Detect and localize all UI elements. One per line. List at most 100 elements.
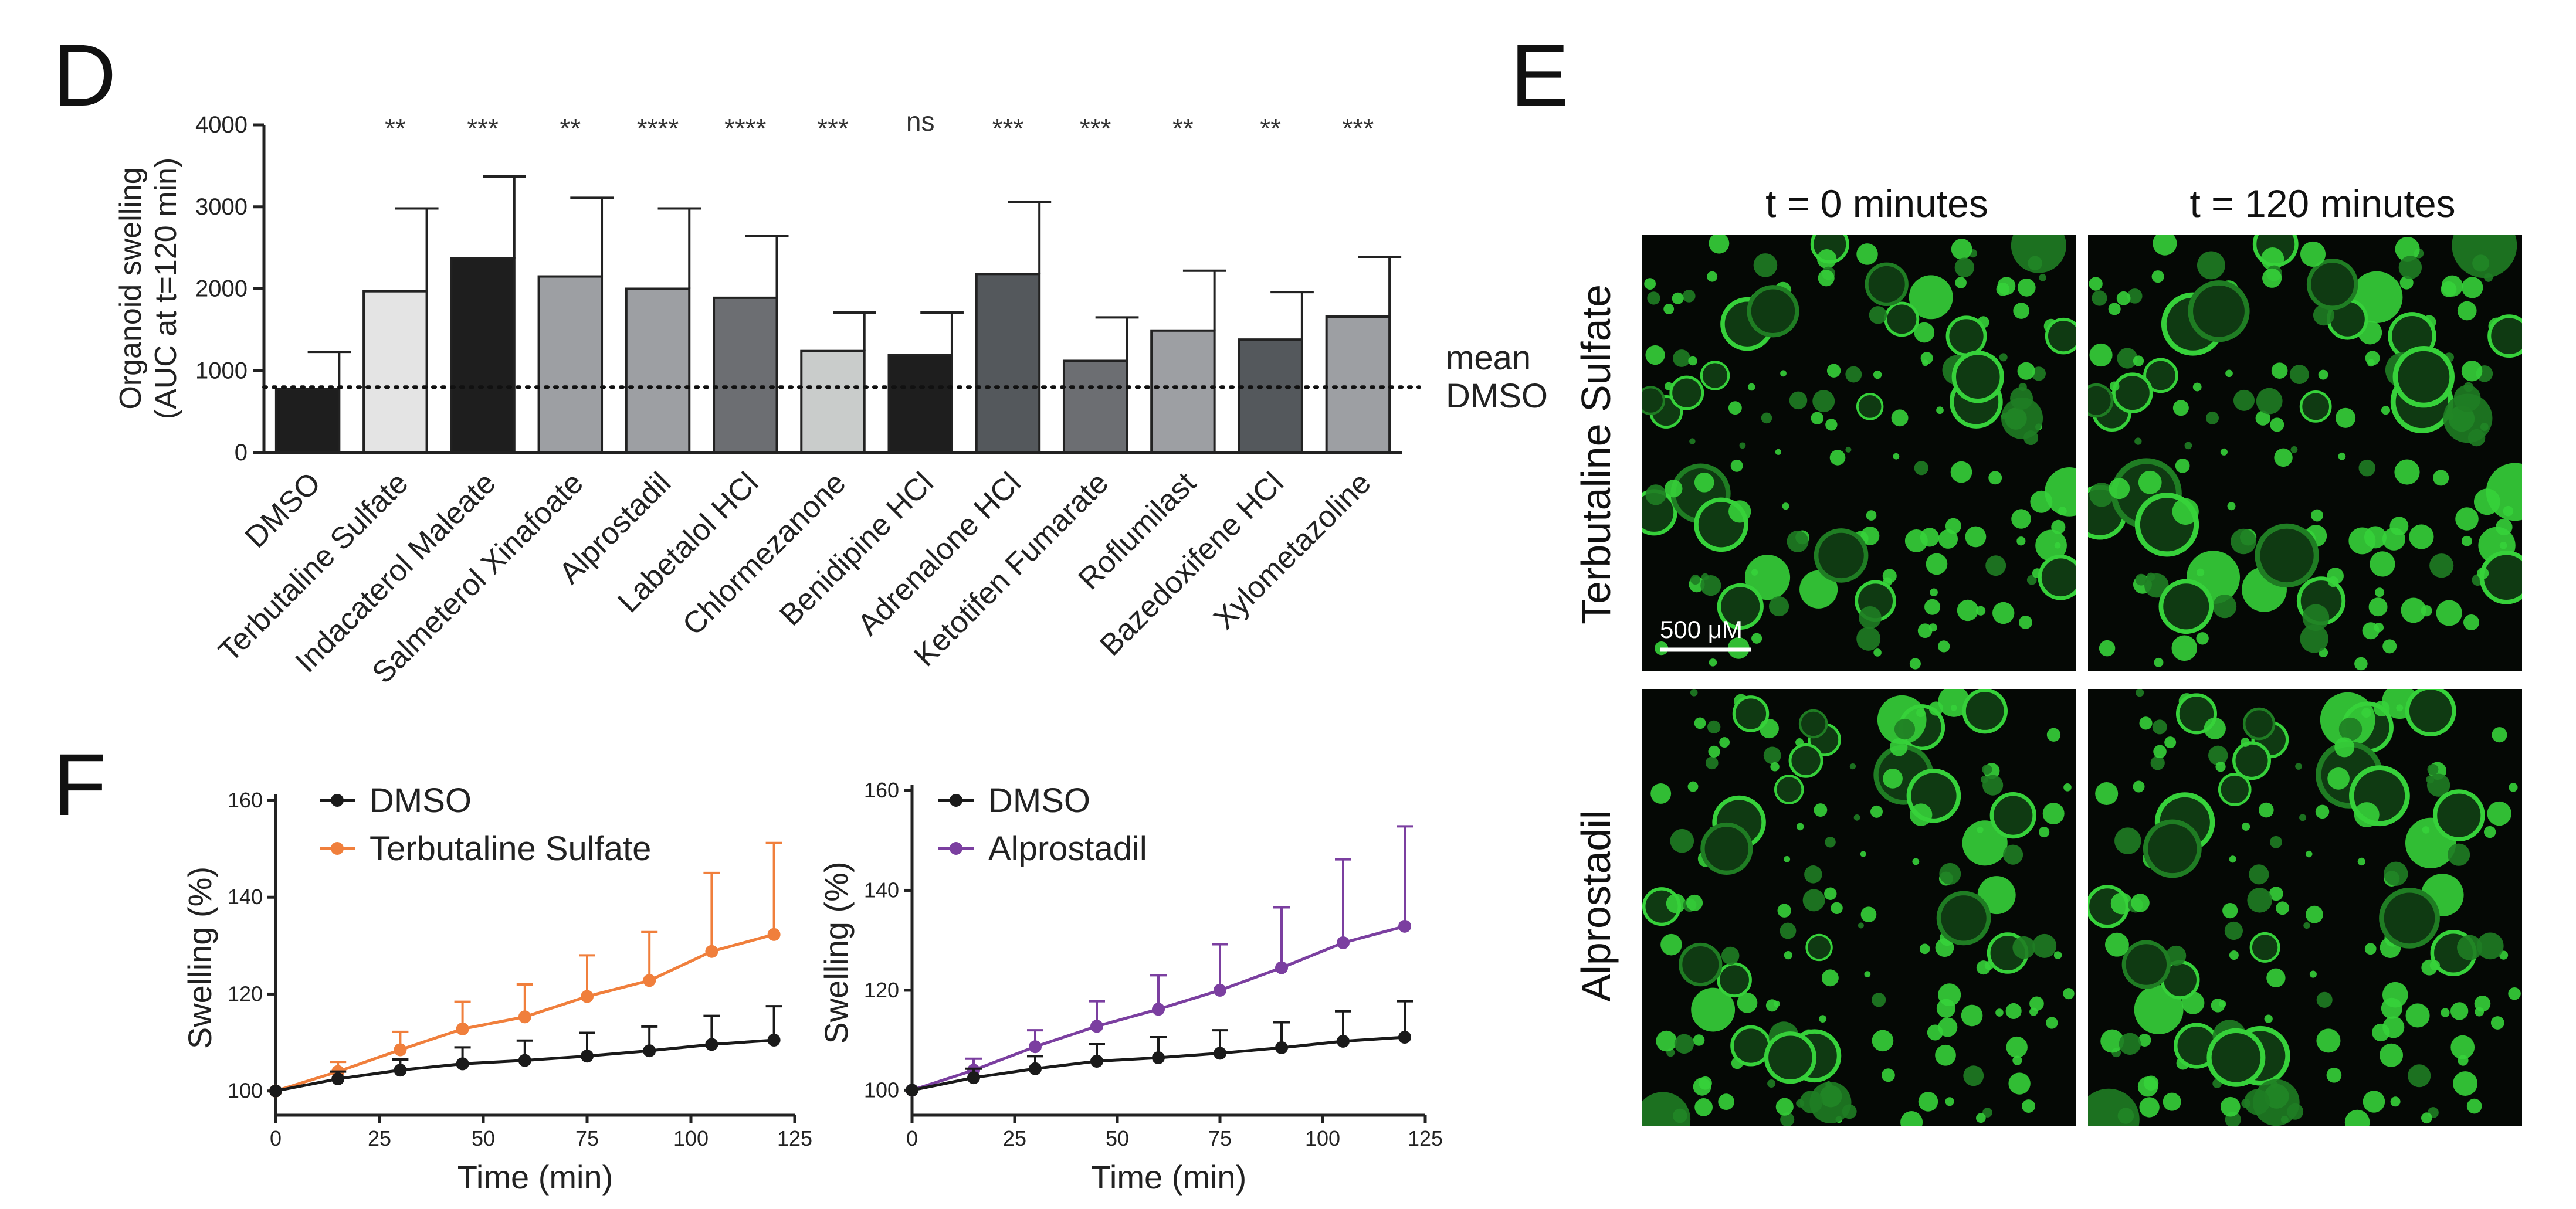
organoid	[2370, 551, 2395, 577]
organoid	[2100, 1029, 2124, 1053]
organoid	[2354, 802, 2380, 827]
organoid	[2117, 348, 2138, 369]
legend-label: Terbutaline Sulfate	[370, 830, 651, 868]
organoid	[2389, 517, 2409, 536]
organoid	[2328, 576, 2339, 587]
organoid	[2457, 301, 2477, 321]
organoid	[1930, 588, 1938, 597]
x-tick-label: 50	[1106, 1126, 1129, 1150]
organoid	[2218, 773, 2252, 806]
y-tick-label: 0	[235, 440, 248, 466]
organoid	[1950, 461, 1972, 483]
organoid	[2453, 385, 2481, 412]
organoid	[2242, 822, 2250, 831]
organoid	[2452, 235, 2517, 279]
organoid	[2473, 488, 2500, 515]
organoid	[2032, 568, 2042, 579]
organoid	[2487, 314, 2522, 358]
data-point	[767, 1033, 781, 1047]
organoid	[1985, 555, 2006, 576]
organoid	[2212, 594, 2237, 619]
reference-label: DMSO	[1446, 377, 1548, 415]
organoid	[2196, 568, 2205, 576]
significance-label: ***	[1343, 113, 1374, 144]
organoid	[2274, 448, 2293, 467]
organoid	[2110, 892, 2133, 915]
organoid	[2172, 400, 2189, 416]
significance-label: ***	[992, 113, 1024, 144]
organoid	[1707, 271, 1718, 282]
organoid	[1831, 902, 1843, 914]
significance-label: ****	[637, 113, 679, 144]
organoid	[1645, 484, 1666, 505]
data-point	[643, 1044, 656, 1058]
organoid	[2088, 383, 2114, 418]
organoid	[2134, 437, 2142, 445]
bar-10	[1062, 359, 1128, 454]
organoid	[1730, 459, 1743, 472]
organoid	[1645, 345, 1665, 365]
data-point	[1090, 1054, 1103, 1068]
bar-2	[362, 290, 428, 454]
x-tick-label: 25	[368, 1126, 391, 1150]
data-point	[1214, 983, 1226, 997]
organoid	[1900, 1111, 1923, 1126]
organoid	[2432, 789, 2485, 841]
bar-11	[1150, 329, 1216, 454]
organoid	[1647, 291, 1660, 305]
organoid	[2492, 727, 2507, 743]
organoid	[2008, 1072, 2031, 1095]
legend-swatch-dot	[950, 794, 962, 807]
organoid	[1694, 717, 1706, 729]
organoid	[1872, 993, 1886, 1007]
organoid	[1705, 756, 1719, 770]
organoid	[2358, 459, 2376, 477]
organoid	[2131, 894, 2150, 912]
organoid	[2483, 826, 2496, 838]
organoid	[1955, 277, 1967, 288]
organoid	[2150, 756, 2165, 770]
organoid	[2089, 277, 2103, 291]
organoid	[2139, 1097, 2160, 1118]
organoid	[1694, 1098, 1713, 1116]
panel-label-f: F	[53, 735, 107, 834]
organoid	[2394, 459, 2420, 485]
organoid	[2206, 1028, 2266, 1087]
organoid	[1730, 1025, 1772, 1067]
organoid	[2487, 801, 2511, 826]
micrograph-alprostadil-t0	[1642, 689, 2076, 1126]
organoid	[2477, 567, 2489, 579]
organoid	[1845, 366, 1862, 383]
organoid	[2255, 523, 2319, 588]
organoid	[1860, 851, 1866, 857]
organoid	[2046, 1017, 2058, 1029]
x-tick-label: 25	[1003, 1126, 1026, 1150]
organoid	[1787, 531, 1809, 552]
significance-label: **	[385, 113, 406, 144]
bar-7	[800, 349, 866, 454]
organoid	[2172, 498, 2199, 525]
organoid	[1814, 528, 1869, 583]
significance-label: ns	[906, 106, 935, 137]
organoid	[2032, 933, 2057, 958]
organoid	[2119, 1033, 2141, 1055]
organoid	[1860, 906, 1877, 923]
organoid	[1917, 623, 1933, 639]
organoid	[1927, 1024, 1943, 1041]
data-point	[1398, 919, 1411, 933]
data-point	[269, 1084, 282, 1098]
organoid	[2338, 452, 2346, 460]
organoid	[2030, 490, 2053, 513]
organoid	[2466, 1098, 2482, 1114]
organoid	[2461, 535, 2472, 546]
organoid	[2300, 624, 2328, 653]
organoid	[1869, 306, 1887, 324]
organoid	[2017, 362, 2035, 380]
organoid	[2116, 291, 2131, 305]
organoid	[2270, 836, 2282, 848]
organoid	[2361, 708, 2371, 718]
organoid	[2499, 541, 2507, 549]
data-point	[906, 1084, 918, 1097]
organoid	[2290, 446, 2298, 453]
